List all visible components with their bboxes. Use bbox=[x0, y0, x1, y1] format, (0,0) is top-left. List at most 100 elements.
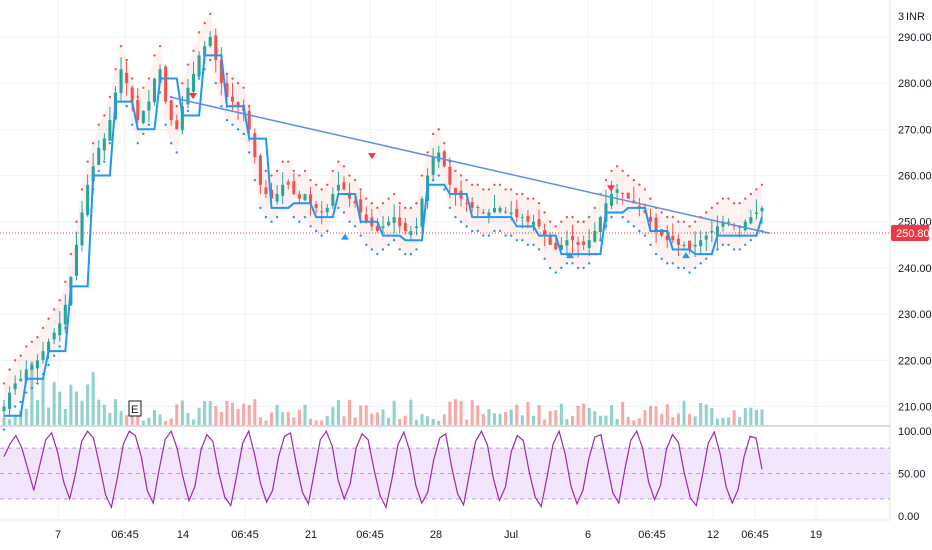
volume-bar bbox=[253, 399, 257, 425]
volume-bar bbox=[63, 409, 67, 425]
time-tick-label: 06:45 bbox=[356, 529, 384, 541]
resistance-dot bbox=[643, 188, 647, 191]
resistance-dot bbox=[298, 174, 301, 177]
support-dot bbox=[337, 206, 340, 210]
resistance-dot bbox=[314, 183, 318, 186]
candle-body bbox=[309, 194, 313, 204]
last-price-value: 250.80 bbox=[896, 228, 930, 240]
support-dot bbox=[13, 405, 17, 408]
candle-body bbox=[392, 217, 396, 223]
axis-header[interactable]: 3 INR bbox=[898, 11, 925, 23]
volume-bar bbox=[453, 399, 457, 425]
support-dot bbox=[755, 234, 758, 237]
volume-bar bbox=[559, 403, 563, 425]
volume-bar bbox=[481, 413, 485, 425]
volume-bar bbox=[498, 413, 502, 425]
candle-body bbox=[297, 194, 301, 199]
support-dot bbox=[175, 151, 178, 154]
resistance-dot bbox=[292, 169, 296, 173]
support-dot bbox=[47, 363, 50, 367]
candle-body bbox=[91, 166, 95, 182]
support-dot bbox=[164, 123, 167, 126]
volume-bar bbox=[604, 415, 608, 425]
volume-bar bbox=[409, 399, 413, 425]
candle-body bbox=[398, 217, 402, 227]
support-dot bbox=[264, 215, 268, 219]
support-dot bbox=[381, 248, 385, 251]
candle-body bbox=[570, 235, 575, 241]
volume-bar bbox=[41, 377, 45, 425]
earnings-marker[interactable]: E bbox=[128, 400, 142, 417]
resistance-dot bbox=[64, 280, 67, 283]
candle-body bbox=[520, 217, 524, 219]
candle-body bbox=[582, 241, 586, 245]
resistance-dot bbox=[487, 188, 491, 191]
candle-body bbox=[481, 212, 485, 214]
volume-bar bbox=[269, 412, 274, 425]
candle-body bbox=[58, 323, 62, 336]
resistance-dot bbox=[236, 81, 240, 85]
candle-body bbox=[598, 217, 602, 233]
support-dot bbox=[532, 243, 535, 247]
support-dot bbox=[353, 225, 357, 228]
currency-prefix: 3 bbox=[898, 11, 904, 23]
candle-body bbox=[52, 332, 56, 340]
volume-bar bbox=[281, 412, 285, 425]
candle-body bbox=[314, 204, 318, 208]
volume-bar bbox=[348, 399, 352, 425]
support-dot bbox=[415, 248, 418, 251]
volume-bar bbox=[515, 404, 519, 425]
resistance-dot bbox=[225, 72, 229, 76]
candle-body bbox=[253, 133, 257, 158]
support-dot bbox=[671, 262, 675, 265]
resistance-dot bbox=[153, 54, 156, 57]
support-dot bbox=[197, 77, 201, 80]
resistance-dot bbox=[470, 183, 474, 186]
candle-body bbox=[348, 192, 352, 199]
candle-body bbox=[247, 110, 251, 130]
volume-bar bbox=[526, 401, 530, 425]
resistance-dot bbox=[504, 188, 507, 191]
candle-body bbox=[409, 230, 413, 236]
resistance-dot bbox=[253, 132, 257, 136]
volume-bar bbox=[80, 400, 84, 425]
volume-bar bbox=[459, 400, 463, 425]
currency-label: INR bbox=[906, 11, 925, 23]
candle-body bbox=[526, 216, 530, 222]
volume-bar bbox=[19, 410, 23, 425]
candle-body bbox=[559, 244, 563, 250]
resistance-dot bbox=[398, 202, 401, 205]
volume-bar bbox=[219, 411, 223, 425]
volume-bar bbox=[754, 409, 758, 425]
resistance-dot bbox=[443, 142, 446, 145]
resistance-dot bbox=[69, 252, 73, 256]
support-dot bbox=[142, 132, 145, 136]
time-tick-label: 6 bbox=[585, 529, 591, 541]
time-tick-label: 12 bbox=[707, 529, 719, 541]
resistance-dot bbox=[732, 202, 736, 205]
support-dot bbox=[292, 215, 296, 219]
candle-body bbox=[470, 202, 474, 208]
resistance-dot bbox=[660, 211, 663, 214]
time-tick-label: 19 bbox=[810, 529, 822, 541]
volume-bar bbox=[632, 420, 636, 425]
candle-body bbox=[169, 100, 173, 121]
resistance-dot bbox=[560, 220, 563, 223]
resistance-dot bbox=[437, 128, 440, 131]
resistance-dot bbox=[392, 192, 396, 196]
volume-bar bbox=[297, 409, 301, 425]
candle-body bbox=[492, 207, 497, 213]
resistance-dot bbox=[264, 169, 268, 173]
volume-bar bbox=[375, 412, 379, 425]
candle-body bbox=[637, 205, 641, 208]
support-dot bbox=[103, 160, 106, 163]
resistance-dot bbox=[365, 197, 368, 200]
volume-bar bbox=[587, 408, 591, 425]
candle-body bbox=[203, 46, 207, 56]
support-dot bbox=[582, 266, 585, 270]
support-dot bbox=[738, 248, 741, 251]
support-dot bbox=[571, 262, 574, 265]
candle-body bbox=[648, 216, 653, 222]
candle-body bbox=[275, 194, 279, 202]
